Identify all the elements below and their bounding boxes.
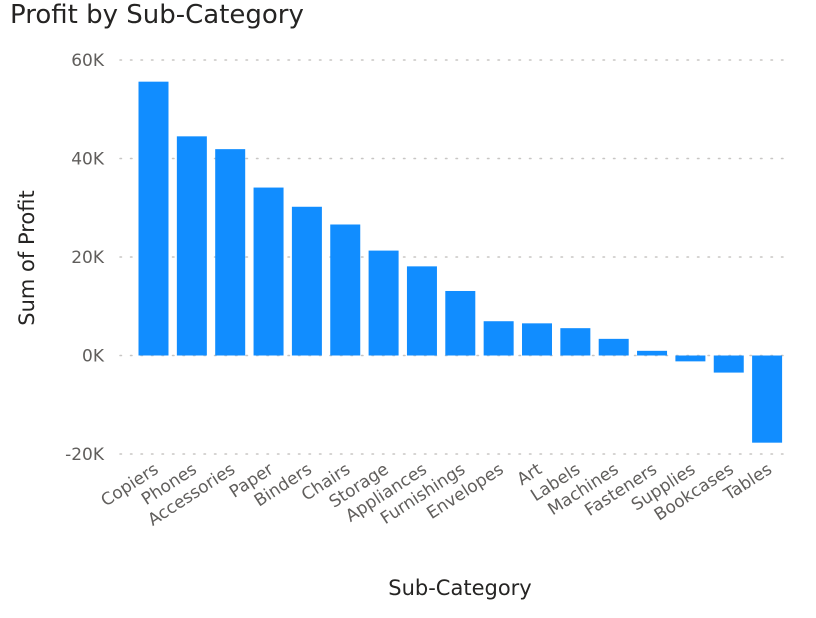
bar-supplies[interactable] [675,355,706,362]
y-tick-label: 60K [71,51,105,71]
y-axis-ticks: -20K 0K 20K 40K 60K [65,51,105,465]
y-tick-label: 0K [82,347,105,367]
bar-art[interactable] [522,323,552,356]
bar-storage[interactable] [368,250,399,356]
y-tick-label: 20K [71,248,105,268]
bar-bookcases[interactable] [713,355,744,373]
x-axis-title: Sub-Category [388,576,531,600]
bar-appliances[interactable] [406,266,437,356]
bar-fasteners[interactable] [637,350,668,356]
bar-tables[interactable] [752,355,783,443]
x-axis-ticks: CopiersPhonesAccessoriesPaperBindersChai… [98,459,776,530]
bars [138,81,783,443]
bar-paper[interactable] [253,187,284,356]
y-tick-label: 40K [71,150,105,170]
bar-chairs[interactable] [330,224,361,356]
chart-title: Profit by Sub-Category [10,0,304,30]
bar-furnishings[interactable] [445,290,476,356]
y-tick-label: -20K [65,445,105,465]
bar-machines[interactable] [598,338,629,356]
bar-binders[interactable] [291,206,322,356]
y-axis-title: Sum of Profit [15,190,39,325]
bar-copiers[interactable] [138,81,169,356]
bar-phones[interactable] [176,136,207,356]
bar-envelopes[interactable] [483,321,514,356]
bar-accessories[interactable] [215,149,246,356]
bar-labels[interactable] [560,328,591,356]
